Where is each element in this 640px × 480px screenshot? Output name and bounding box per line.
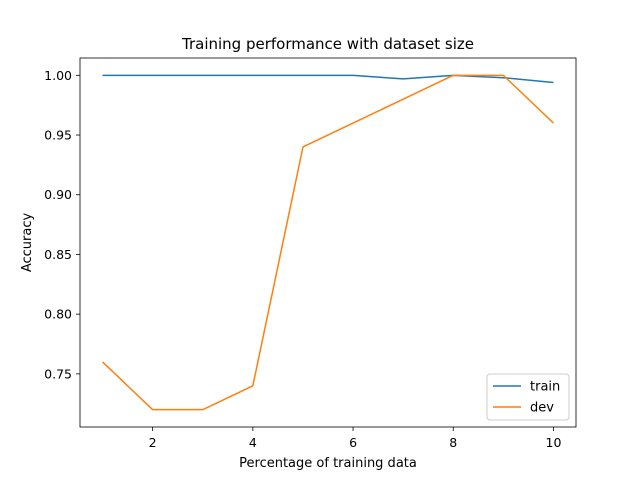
series-line-train (102, 74, 554, 84)
y-axis-label: Accuracy (20, 213, 35, 273)
y-tick-label: 1.00 (44, 68, 72, 83)
y-axis-ticks: 0.75 0.80 0.85 0.90 0.95 1.00 (44, 68, 80, 381)
series-layer (102, 74, 554, 411)
x-tick-label: 4 (249, 435, 257, 450)
series-line-dev (102, 74, 554, 411)
x-axis-ticks: 2 4 6 8 10 (149, 427, 562, 450)
y-tick-label: 0.80 (44, 307, 72, 322)
y-tick-label: 0.85 (44, 247, 72, 262)
plot-frame (79, 57, 577, 428)
y-tick-label: 0.95 (44, 128, 72, 143)
x-tick-label: 2 (149, 435, 157, 450)
x-axis-label: Percentage of training data (239, 456, 417, 471)
x-tick-label: 10 (546, 435, 562, 450)
x-tick-label: 6 (349, 435, 357, 450)
legend-label-dev: dev (530, 401, 554, 416)
legend: train dev (486, 373, 570, 421)
x-tick-label: 8 (449, 435, 457, 450)
chart-title: Training performance with dataset size (181, 35, 474, 53)
y-tick-label: 0.75 (44, 366, 72, 381)
y-tick-label: 0.90 (44, 187, 72, 202)
legend-label-train: train (530, 380, 560, 395)
